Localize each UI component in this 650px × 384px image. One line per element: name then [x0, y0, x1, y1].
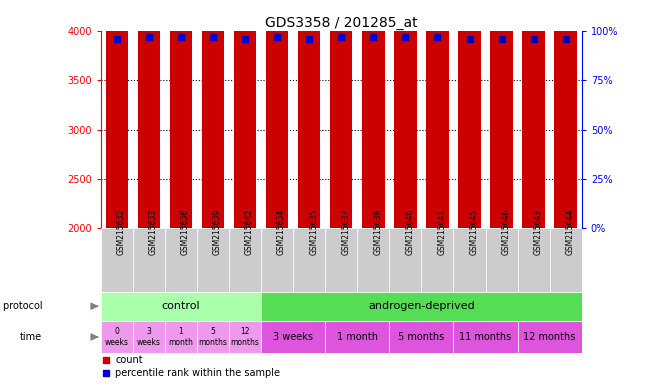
FancyBboxPatch shape [454, 321, 517, 353]
FancyBboxPatch shape [261, 292, 582, 321]
Text: 0
weeks: 0 weeks [105, 327, 129, 347]
Text: GSM215632: GSM215632 [117, 209, 126, 255]
FancyBboxPatch shape [486, 228, 517, 292]
FancyBboxPatch shape [101, 321, 133, 353]
FancyBboxPatch shape [133, 228, 165, 292]
Text: 12 months: 12 months [523, 332, 576, 342]
FancyBboxPatch shape [133, 321, 165, 353]
FancyBboxPatch shape [165, 228, 197, 292]
FancyBboxPatch shape [421, 228, 454, 292]
Bar [330, 0, 352, 228]
FancyBboxPatch shape [550, 228, 582, 292]
FancyBboxPatch shape [517, 228, 550, 292]
Bar [426, 0, 448, 228]
Text: count: count [115, 355, 143, 365]
Text: growth protocol: growth protocol [0, 301, 42, 311]
Text: androgen-deprived: androgen-deprived [368, 301, 474, 311]
Bar [394, 0, 417, 228]
Text: GSM215638: GSM215638 [373, 209, 382, 255]
Text: 1
month: 1 month [168, 327, 193, 347]
FancyBboxPatch shape [197, 321, 229, 353]
FancyBboxPatch shape [229, 321, 261, 353]
Bar [362, 0, 385, 228]
Text: GSM215644: GSM215644 [566, 209, 575, 255]
FancyBboxPatch shape [261, 321, 325, 353]
Bar [234, 6, 256, 228]
Bar [266, 0, 289, 228]
Text: GSM215639: GSM215639 [213, 209, 222, 255]
FancyBboxPatch shape [358, 228, 389, 292]
Bar [458, 0, 481, 228]
FancyBboxPatch shape [197, 228, 229, 292]
Text: 1 month: 1 month [337, 332, 378, 342]
Text: 3
weeks: 3 weeks [137, 327, 161, 347]
Bar [138, 0, 160, 228]
FancyBboxPatch shape [101, 228, 133, 292]
Text: 5
months: 5 months [198, 327, 228, 347]
Title: GDS3358 / 201285_at: GDS3358 / 201285_at [265, 16, 417, 30]
Text: GSM215643: GSM215643 [534, 209, 543, 255]
Text: control: control [162, 301, 200, 311]
FancyBboxPatch shape [389, 321, 454, 353]
Bar [523, 20, 545, 228]
FancyBboxPatch shape [229, 228, 261, 292]
FancyBboxPatch shape [325, 228, 358, 292]
Text: GSM215641: GSM215641 [437, 209, 447, 255]
Text: GSM215635: GSM215635 [309, 209, 318, 255]
Text: GSM215636: GSM215636 [181, 209, 190, 255]
FancyBboxPatch shape [517, 321, 582, 353]
Bar [105, 16, 128, 228]
Text: GSM215645: GSM215645 [469, 209, 478, 255]
Text: 3 weeks: 3 weeks [273, 332, 313, 342]
FancyBboxPatch shape [101, 292, 261, 321]
Text: GSM215634: GSM215634 [277, 209, 286, 255]
Text: GSM215646: GSM215646 [502, 209, 511, 255]
Bar [170, 0, 192, 228]
Bar [554, 7, 577, 228]
Text: 5 months: 5 months [398, 332, 445, 342]
Bar [202, 0, 224, 228]
Text: time: time [20, 332, 42, 342]
Text: 11 months: 11 months [460, 332, 512, 342]
Text: GSM215633: GSM215633 [149, 209, 158, 255]
Text: GSM215642: GSM215642 [245, 209, 254, 255]
Text: percentile rank within the sample: percentile rank within the sample [115, 368, 280, 379]
Bar [490, 17, 513, 228]
Bar [298, 0, 320, 228]
Text: GSM215640: GSM215640 [406, 209, 415, 255]
FancyBboxPatch shape [325, 321, 389, 353]
FancyBboxPatch shape [389, 228, 421, 292]
Text: GSM215637: GSM215637 [341, 209, 350, 255]
FancyBboxPatch shape [261, 228, 293, 292]
FancyBboxPatch shape [454, 228, 486, 292]
FancyBboxPatch shape [293, 228, 325, 292]
FancyBboxPatch shape [165, 321, 197, 353]
Text: 12
months: 12 months [231, 327, 259, 347]
